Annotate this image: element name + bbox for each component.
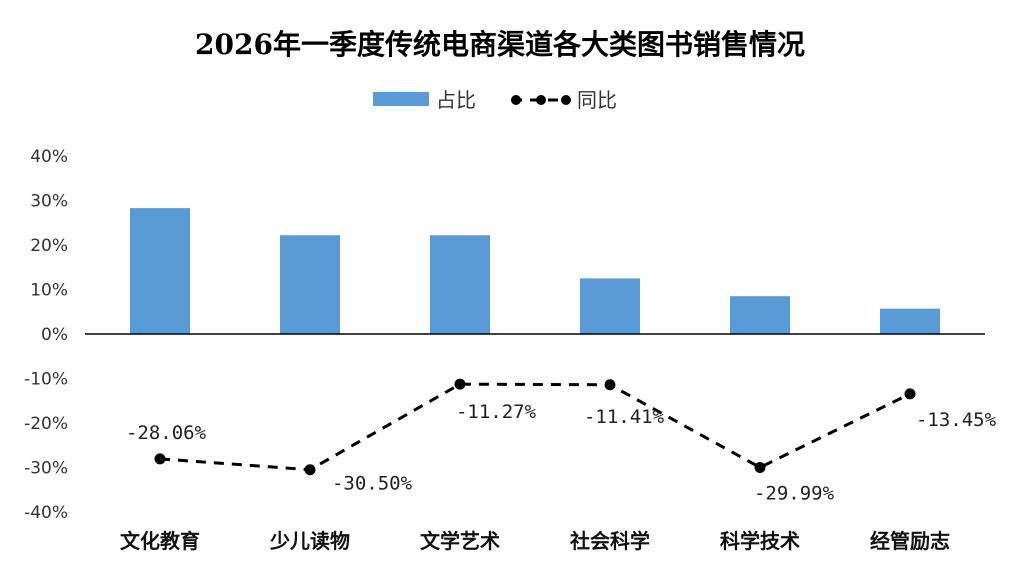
y-tick-label: -40%: [24, 503, 68, 523]
legend-bar-label: 占比: [436, 88, 476, 112]
line-data-label: -29.99%: [754, 482, 835, 504]
line-data-label: -28.06%: [126, 422, 207, 444]
legend-line-swatch: [511, 95, 571, 105]
line-path: [159, 382, 911, 472]
legend: 占比 同比: [373, 88, 617, 112]
category-label: 文化教育: [120, 529, 200, 553]
line-point: [754, 461, 766, 473]
bar: [880, 308, 940, 334]
bar: [730, 296, 790, 334]
y-tick-label: 0%: [41, 325, 68, 345]
line-data-label: -11.27%: [456, 401, 537, 423]
line-series: [154, 378, 916, 476]
y-tick-label: 40%: [30, 147, 68, 167]
line-point: [154, 453, 166, 465]
category-labels: 文化教育 少儿读物 文学艺术 社会科学 科学技术 经管励志: [120, 529, 950, 553]
category-label: 少儿读物: [269, 529, 350, 553]
line-point: [904, 388, 916, 400]
line-point: [304, 464, 316, 476]
category-label: 社会科学: [569, 529, 650, 553]
line-point: [454, 378, 466, 390]
y-tick-label: 20%: [30, 236, 68, 256]
y-axis-ticks: 40% 30% 20% 10% 0% -10% -20% -30% -40%: [24, 147, 68, 523]
line-data-label: -30.50%: [332, 473, 413, 495]
y-tick-label: 10%: [30, 281, 68, 301]
legend-line-label: 同比: [577, 88, 617, 112]
legend-bar-swatch: [373, 92, 429, 106]
y-tick-label: -30%: [24, 459, 68, 479]
line-data-label: -13.45%: [916, 409, 997, 431]
bar: [280, 235, 340, 334]
category-label: 科学技术: [720, 529, 800, 553]
line-point: [604, 379, 616, 391]
category-label: 经管励志: [870, 529, 950, 553]
bar-series: [130, 208, 940, 334]
bar: [580, 278, 640, 334]
y-tick-label: -10%: [24, 370, 68, 390]
line-data-label: -11.41%: [584, 406, 665, 428]
chart-title: 2026年一季度传统电商渠道各大类图书销售情况: [195, 28, 805, 61]
y-tick-label: -20%: [24, 414, 68, 434]
bar: [130, 208, 190, 334]
bar: [430, 235, 490, 334]
category-label: 文学艺术: [420, 529, 500, 553]
y-tick-label: 30%: [30, 192, 68, 212]
line-data-labels: -28.06% -30.50% -11.27% -11.41% -29.99% -13.4…: [126, 401, 997, 504]
